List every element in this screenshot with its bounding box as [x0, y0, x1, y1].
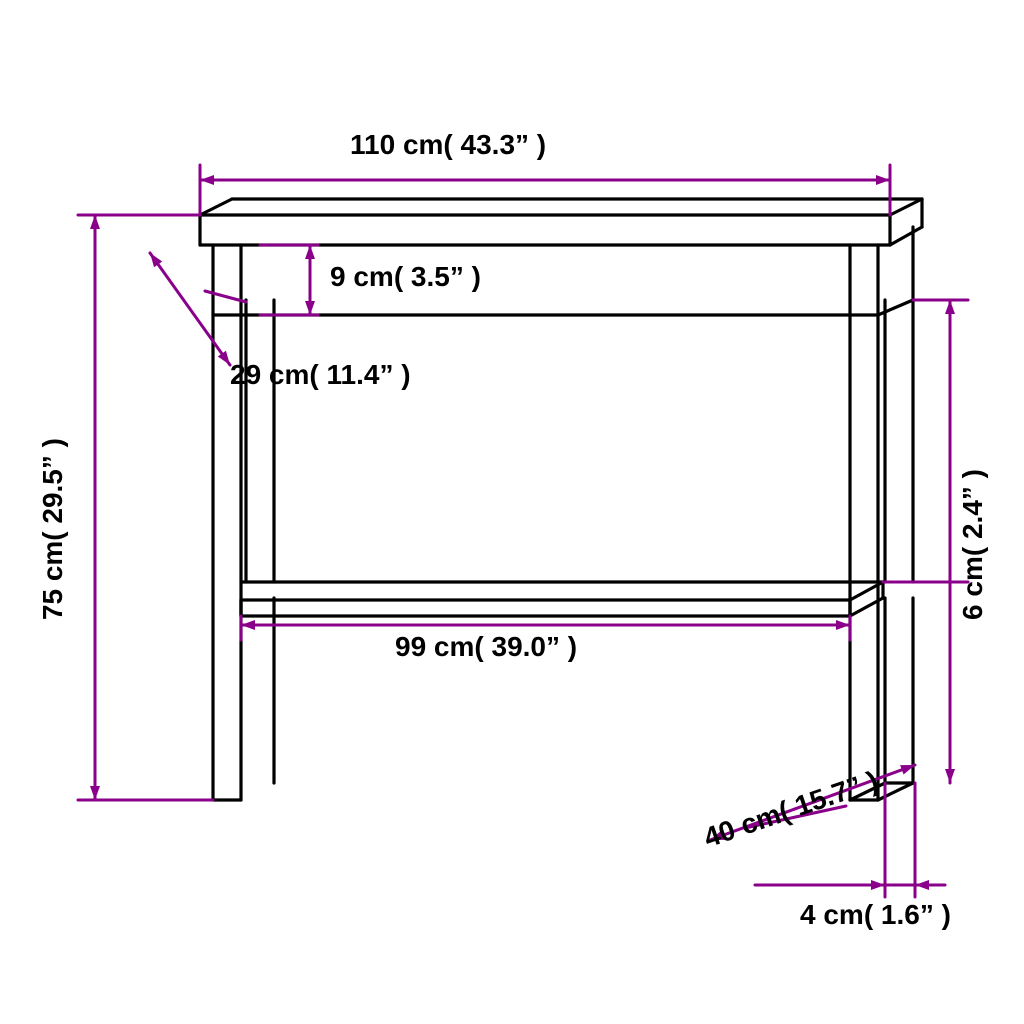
- dimension-label: 4 cm( 1.6” ): [800, 900, 951, 931]
- dimension-label: 99 cm( 39.0” ): [395, 632, 577, 663]
- dimension-label: 110 cm( 43.3” ): [350, 130, 546, 161]
- dimension-label: 29 cm( 11.4” ): [230, 360, 411, 391]
- dimension-label: 75 cm( 29.5” ): [38, 438, 69, 620]
- dimension-label: 9 cm( 3.5” ): [330, 262, 481, 293]
- dimension-label: 6 cm( 2.4” ): [958, 469, 989, 620]
- dimension-diagram: 110 cm( 43.3” ) 9 cm( 3.5” ) 29 cm( 11.4” …: [0, 0, 1024, 1024]
